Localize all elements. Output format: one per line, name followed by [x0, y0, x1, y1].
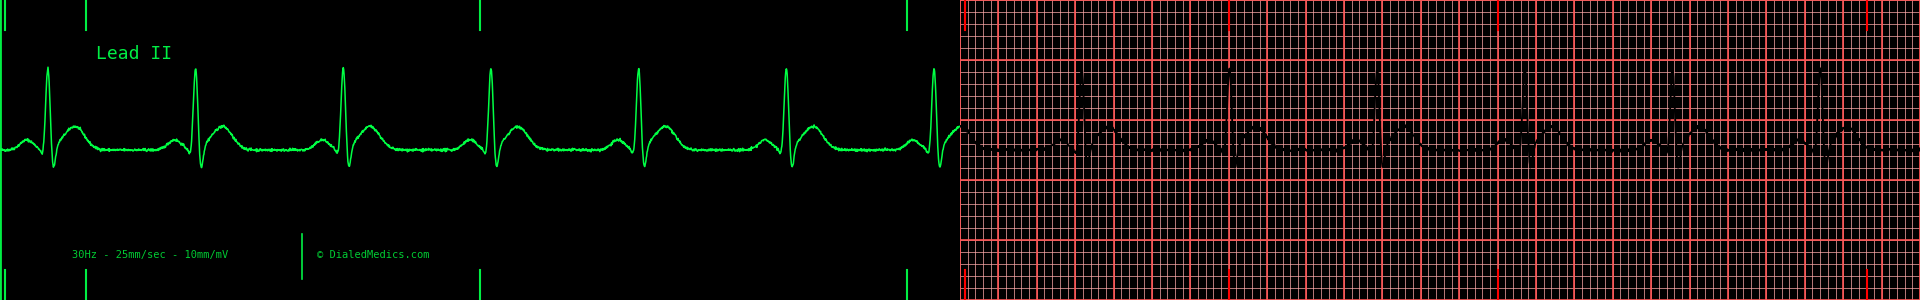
Text: © DialedMedics.com: © DialedMedics.com [317, 250, 430, 260]
Text: Lead II: Lead II [96, 45, 173, 63]
Text: 30Hz - 25mm/sec - 10mm/mV: 30Hz - 25mm/sec - 10mm/mV [73, 250, 228, 260]
